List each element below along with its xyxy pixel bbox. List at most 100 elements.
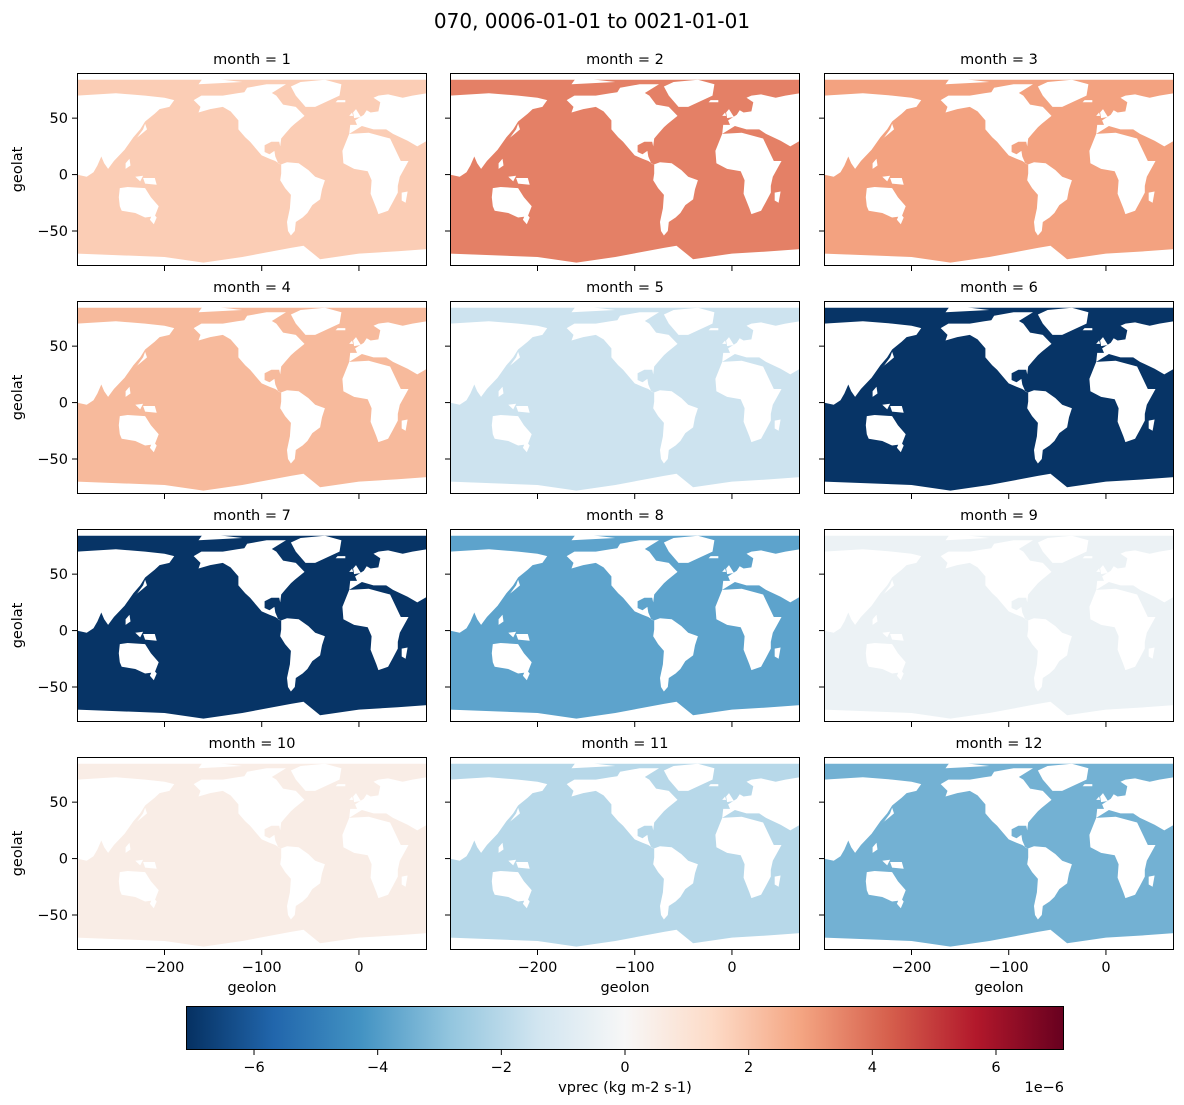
land-shape (349, 340, 354, 344)
land-shape (1096, 112, 1101, 116)
panel-title: month = 11 (582, 736, 669, 752)
land-shape (882, 175, 891, 182)
land-shape (774, 875, 781, 887)
land-shape (193, 89, 305, 166)
land-shape (450, 529, 800, 536)
y-axis-label: geolat (10, 146, 26, 192)
land-shape (401, 419, 408, 431)
land-shape (149, 213, 157, 225)
colorbar-tick-label: −6 (243, 1060, 264, 1076)
colorbar-frame (186, 1006, 1064, 1050)
land-shape (824, 73, 1174, 80)
land-shape (872, 158, 878, 169)
map-panel: month = 8 (445, 508, 800, 727)
land-shape (1096, 549, 1174, 603)
land-shape (1027, 162, 1072, 236)
land-shape (872, 386, 878, 397)
y-tick-label: −50 (37, 908, 68, 924)
land-mask (824, 301, 1174, 494)
colorbar-gradient (186, 1006, 1064, 1050)
land-shape (1089, 132, 1156, 215)
land-shape (335, 328, 346, 331)
land-mask (824, 73, 1174, 266)
land-shape (824, 929, 1174, 950)
land-shape (989, 312, 1033, 324)
land-shape (726, 565, 734, 575)
land-shape (77, 757, 427, 764)
land-shape (824, 777, 922, 861)
land-shape (824, 245, 1174, 266)
land-shape (335, 556, 346, 559)
land-mask (450, 73, 800, 266)
land-shape (516, 634, 530, 641)
land-shape (193, 317, 305, 394)
land-shape (722, 796, 727, 800)
land-shape (896, 897, 904, 909)
land-shape (77, 777, 175, 861)
land-shape (896, 669, 904, 681)
land-shape (1082, 100, 1093, 103)
map-panel: month = 11 −200 −100 0 geolon (445, 736, 800, 996)
map-panel: month = 3 (819, 52, 1174, 271)
land-shape (507, 807, 520, 824)
land-shape (890, 406, 904, 413)
land-shape (890, 862, 904, 869)
land-shape (890, 178, 904, 185)
land-shape (653, 162, 698, 236)
land-shape (1037, 79, 1089, 107)
x-tick-label: −200 (145, 960, 185, 976)
land-shape (726, 337, 734, 347)
land-shape (865, 871, 906, 902)
land-shape (342, 816, 409, 899)
land-shape (125, 386, 131, 397)
land-shape (118, 415, 159, 446)
map-panel: month = 2 (445, 52, 800, 271)
land-shape (865, 643, 906, 674)
land-shape (143, 406, 157, 413)
land-shape (653, 846, 698, 920)
land-mask (824, 757, 1174, 950)
x-tick-label: −100 (615, 960, 655, 976)
land-shape (940, 545, 1052, 622)
land-shape (450, 777, 548, 861)
map-panel: month = 7 50 0 −50 geolat (10, 508, 427, 727)
axes-frame (77, 301, 427, 494)
land-shape (1100, 337, 1108, 347)
land-shape (663, 535, 715, 563)
land-shape (726, 793, 734, 803)
land-shape (663, 79, 715, 107)
land-shape (940, 773, 1052, 850)
land-shape (940, 89, 1052, 166)
land-shape (242, 540, 286, 552)
colorbar-tick-label: 4 (868, 1060, 877, 1076)
land-shape (824, 473, 1174, 494)
land-shape (353, 793, 361, 803)
map-panel: month = 12 −200 −100 0 geolon (819, 736, 1174, 996)
land-shape (450, 93, 548, 177)
land-shape (335, 100, 346, 103)
map-panel: month = 4 50 0 −50 geolat (10, 280, 427, 499)
panel-title: month = 1 (213, 52, 291, 68)
panel-title: month = 12 (956, 736, 1043, 752)
land-shape (722, 549, 800, 603)
land-shape (77, 301, 427, 308)
land-shape (77, 549, 175, 633)
land-shape (824, 757, 1174, 764)
land-shape (349, 112, 354, 116)
map-panel: month = 6 (819, 280, 1174, 499)
land-shape (149, 897, 157, 909)
x-tick-label: −100 (989, 960, 1029, 976)
land-mask (77, 73, 427, 266)
land-shape (726, 109, 734, 119)
axes-frame (77, 757, 427, 950)
land-shape (1037, 307, 1089, 335)
y-tick-label: 0 (59, 624, 68, 640)
y-tick-label: 50 (50, 795, 68, 811)
land-shape (522, 669, 530, 681)
land-shape (774, 419, 781, 431)
land-shape (135, 175, 144, 182)
land-mask (824, 529, 1174, 722)
land-shape (149, 669, 157, 681)
land-shape (615, 84, 659, 96)
land-shape (118, 643, 159, 674)
